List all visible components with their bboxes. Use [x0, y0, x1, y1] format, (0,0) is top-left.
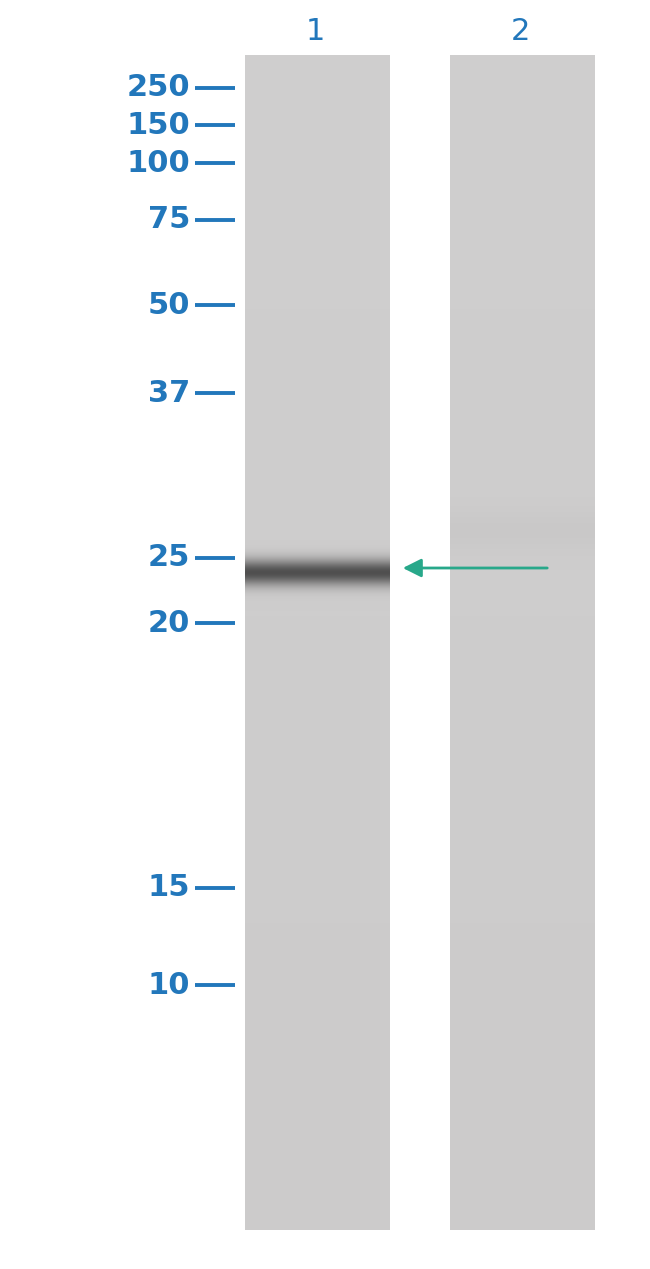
- Text: 150: 150: [126, 110, 190, 140]
- Text: 10: 10: [148, 971, 190, 1000]
- Text: 75: 75: [148, 206, 190, 235]
- Text: 15: 15: [148, 873, 190, 902]
- Text: 250: 250: [126, 74, 190, 103]
- Text: 37: 37: [148, 378, 190, 407]
- Text: 25: 25: [148, 543, 190, 572]
- Text: 50: 50: [148, 291, 190, 320]
- Text: 2: 2: [510, 18, 530, 47]
- Text: 20: 20: [148, 609, 190, 637]
- Text: 1: 1: [306, 18, 325, 47]
- Text: 100: 100: [126, 148, 190, 178]
